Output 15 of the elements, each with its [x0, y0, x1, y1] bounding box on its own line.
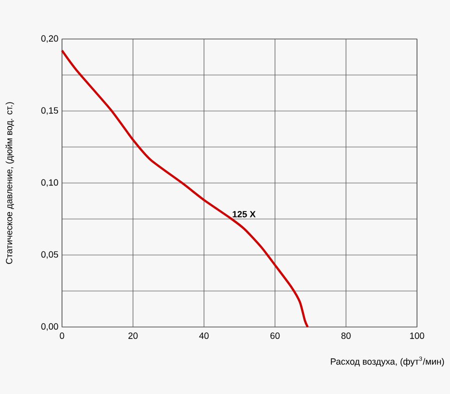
y-tick-label: 0,00	[41, 323, 58, 331]
x-tick-label: 60	[270, 332, 280, 339]
x-tick-label: 0	[60, 332, 64, 339]
x-tick-label: 40	[199, 332, 209, 339]
y-tick-label: 0,10	[41, 179, 58, 187]
x-tick-label: 100	[410, 332, 424, 339]
series-label: 125 X	[232, 210, 256, 218]
y-tick-label: 0,05	[41, 251, 58, 259]
x-axis-title: Расход воздуха, (фут$^{3}$/мин)	[330, 356, 444, 366]
x-tick-label: 20	[128, 332, 138, 339]
y-axis-title: Статическое давление, (дюйм вод. ст.)	[6, 102, 14, 264]
y-tick-label: 0,20	[41, 35, 58, 43]
y-tick-label: 0,15	[41, 107, 58, 115]
line-series	[60, 49, 309, 328]
x-tick-label: 80	[341, 332, 351, 339]
